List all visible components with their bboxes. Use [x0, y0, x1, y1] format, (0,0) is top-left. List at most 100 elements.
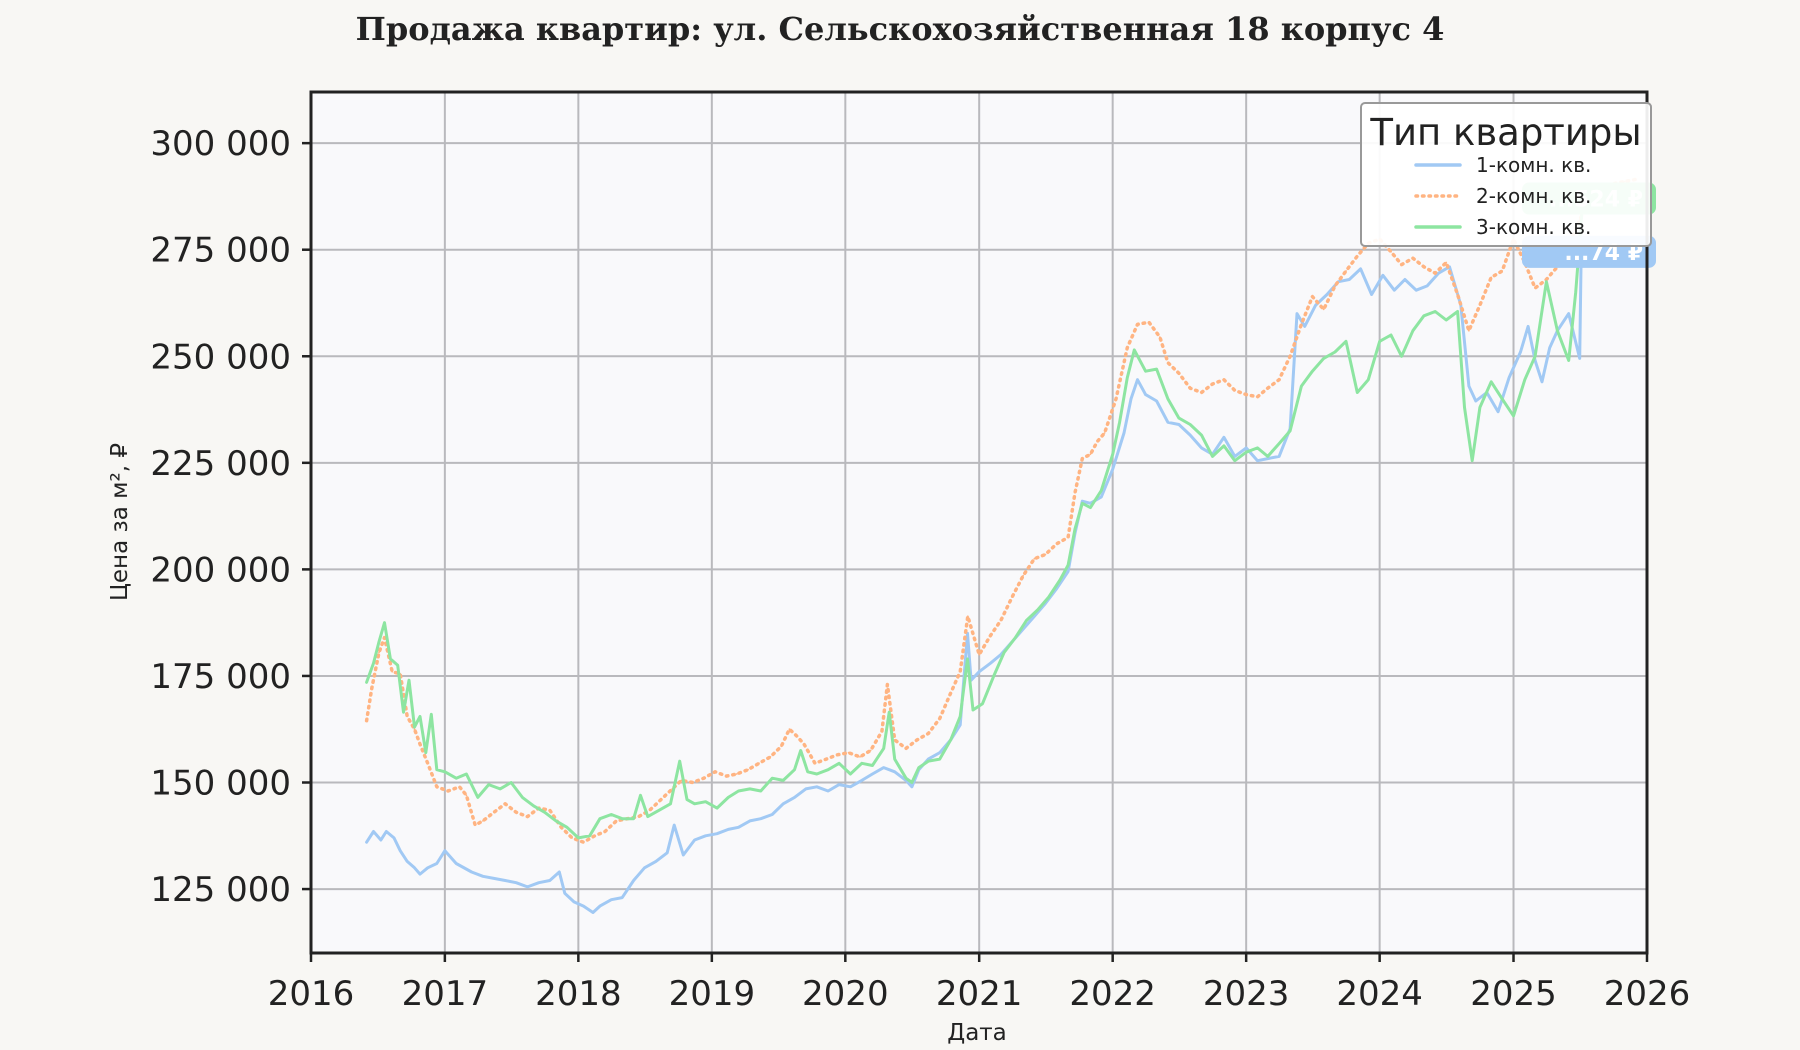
data-point — [927, 760, 930, 763]
data-point — [455, 777, 458, 780]
data-point — [1393, 289, 1396, 292]
data-point — [1501, 398, 1504, 400]
data-point — [632, 879, 635, 882]
data-point — [543, 811, 546, 814]
data-point — [1541, 380, 1543, 383]
data-point — [521, 796, 524, 799]
data-point — [406, 715, 409, 718]
data-point — [660, 798, 662, 801]
data-point — [860, 779, 863, 782]
data-point — [691, 781, 694, 784]
data-point — [1189, 423, 1192, 426]
data-point — [886, 683, 889, 686]
data-point — [959, 724, 962, 726]
data-point — [860, 762, 863, 765]
data-point — [621, 817, 624, 820]
data-point — [1311, 370, 1314, 373]
data-point — [1490, 380, 1493, 383]
data-point — [669, 802, 672, 805]
data-point — [592, 911, 594, 914]
data-point — [1345, 340, 1347, 343]
data-point — [1326, 293, 1328, 296]
data-point — [532, 805, 535, 807]
data-point — [504, 879, 507, 882]
data-point — [793, 768, 796, 771]
data-point — [1211, 455, 1214, 458]
data-point — [1390, 250, 1392, 253]
data-point — [666, 851, 669, 854]
data-point — [1370, 293, 1373, 296]
data-point — [1322, 357, 1325, 360]
data-point — [515, 811, 518, 814]
data-point — [1567, 359, 1570, 362]
data-point — [1167, 398, 1169, 400]
data-point — [917, 766, 920, 769]
data-point — [972, 709, 974, 711]
data-point — [678, 760, 681, 763]
data-point — [871, 773, 874, 775]
data-point — [966, 615, 969, 618]
data-point — [378, 651, 380, 654]
data-point — [435, 862, 438, 865]
data-point — [646, 815, 649, 818]
data-point — [1314, 304, 1317, 306]
data-point — [795, 734, 798, 737]
data-point — [827, 768, 829, 771]
data-point — [648, 809, 651, 812]
series-1 — [365, 250, 1583, 914]
series-line-1 — [365, 250, 1583, 914]
x-tick-label: 2023 — [1203, 974, 1290, 1014]
data-point — [389, 658, 392, 660]
data-point — [803, 743, 805, 745]
data-point — [610, 813, 613, 816]
data-point — [413, 866, 416, 869]
data-point — [1089, 502, 1092, 505]
data-point — [911, 781, 913, 784]
data-point — [1223, 378, 1225, 381]
data-point — [1367, 378, 1370, 381]
data-point — [905, 777, 907, 780]
data-point — [455, 862, 458, 865]
data-point — [1025, 619, 1028, 622]
data-point — [693, 839, 696, 841]
data-point — [735, 773, 738, 775]
data-point — [999, 619, 1002, 622]
data-point — [560, 826, 563, 829]
data-point — [893, 739, 896, 741]
data-point — [1256, 447, 1259, 449]
data-point — [716, 807, 718, 809]
data-point — [1468, 385, 1470, 387]
y-tick-label: 250 000 — [150, 337, 291, 377]
data-point — [1567, 312, 1570, 315]
data-point — [1178, 417, 1180, 419]
data-point — [1003, 651, 1005, 654]
data-point — [1423, 265, 1425, 268]
data-point — [408, 679, 410, 682]
data-point — [693, 802, 696, 805]
data-point — [1400, 355, 1403, 358]
data-point — [1278, 378, 1280, 381]
legend-entry-label: 1-комн. кв. — [1476, 153, 1591, 177]
data-point — [1167, 361, 1169, 364]
data-point — [927, 732, 930, 735]
data-point — [771, 777, 774, 780]
data-point — [1144, 393, 1147, 396]
data-point — [799, 749, 802, 752]
data-point — [1256, 459, 1259, 462]
data-point — [370, 687, 373, 690]
data-point — [1289, 355, 1291, 358]
data-point — [504, 802, 507, 805]
legend: Тип квартиры 1-комн. кв. 2-комн. кв. 3-ком… — [1360, 102, 1652, 247]
x-tick-label: 2021 — [936, 974, 1023, 1014]
data-point — [1512, 415, 1515, 417]
x-axis-label: Дата — [947, 1020, 1007, 1046]
data-point — [383, 636, 386, 639]
data-point — [959, 715, 962, 718]
data-point — [1437, 272, 1440, 275]
data-point — [1144, 370, 1147, 373]
data-point — [1345, 270, 1347, 272]
data-point — [1404, 278, 1406, 281]
data-point — [881, 730, 883, 733]
data-point — [869, 749, 872, 752]
data-point — [1415, 289, 1418, 292]
